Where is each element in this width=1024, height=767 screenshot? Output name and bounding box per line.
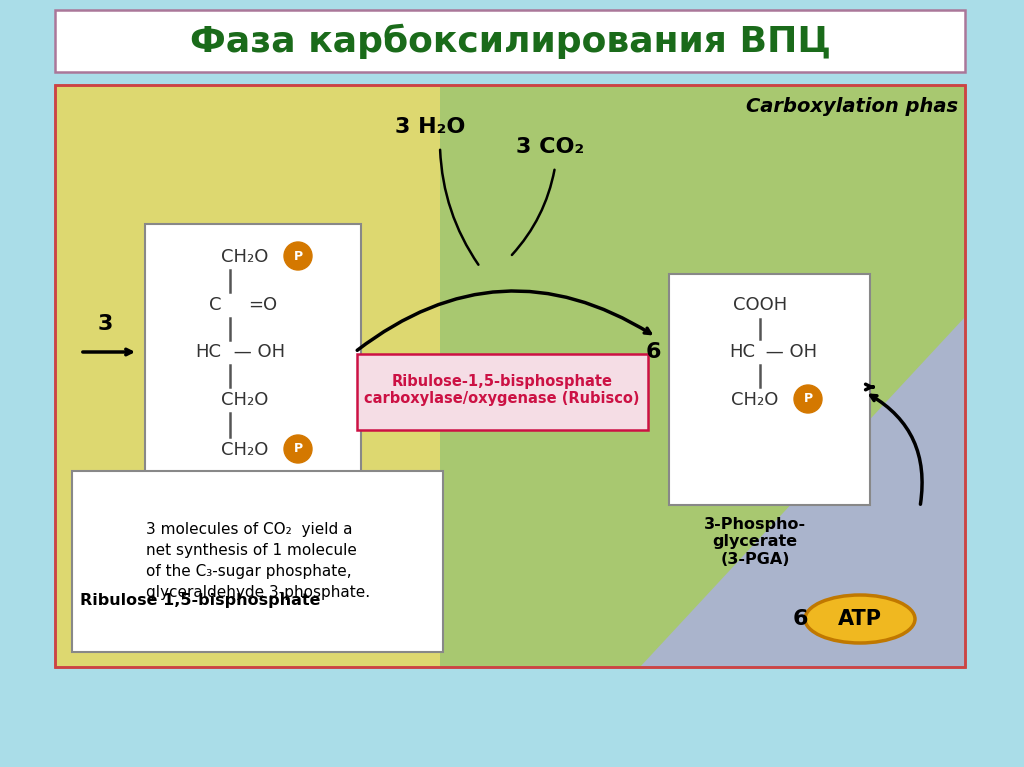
Text: C: C bbox=[209, 296, 221, 314]
Bar bbox=[55, 85, 965, 667]
Text: 3-Phospho-
glycerate
(3-PGA): 3-Phospho- glycerate (3-PGA) bbox=[703, 517, 806, 567]
Text: Ribulose 1,5-bisphosphate: Ribulose 1,5-bisphosphate bbox=[80, 593, 321, 608]
Text: COOH: COOH bbox=[733, 296, 787, 314]
Text: HC: HC bbox=[195, 343, 221, 361]
Text: Ribulose-1,5-bisphosphate
carboxylase/oxygenase (Rubisco): Ribulose-1,5-bisphosphate carboxylase/ox… bbox=[365, 374, 640, 407]
FancyBboxPatch shape bbox=[669, 274, 870, 505]
Text: — OH: — OH bbox=[228, 343, 285, 361]
Text: P: P bbox=[294, 443, 302, 456]
Circle shape bbox=[284, 242, 312, 270]
Text: Фаза карбоксилирования ВПЦ: Фаза карбоксилирования ВПЦ bbox=[189, 23, 830, 58]
Text: P: P bbox=[294, 249, 302, 262]
Circle shape bbox=[794, 385, 822, 413]
Text: CH₂O: CH₂O bbox=[221, 391, 268, 409]
Bar bbox=[55, 85, 440, 667]
Ellipse shape bbox=[805, 595, 915, 643]
Text: HC: HC bbox=[729, 343, 755, 361]
Text: 6: 6 bbox=[645, 342, 660, 362]
Text: CH₂O: CH₂O bbox=[731, 391, 778, 409]
FancyBboxPatch shape bbox=[72, 471, 443, 652]
Text: Carboxylation phas: Carboxylation phas bbox=[745, 97, 958, 117]
Text: 3: 3 bbox=[97, 314, 113, 334]
Text: 3 H₂O: 3 H₂O bbox=[395, 117, 465, 137]
FancyBboxPatch shape bbox=[55, 10, 965, 72]
Text: 3 molecules of CO₂  yield a
net synthesis of 1 molecule
of the C₃-sugar phosphat: 3 molecules of CO₂ yield a net synthesis… bbox=[146, 522, 370, 600]
FancyBboxPatch shape bbox=[145, 224, 361, 585]
Text: CH₂O: CH₂O bbox=[221, 248, 268, 266]
Text: — OH: — OH bbox=[760, 343, 817, 361]
Text: 3 CO₂: 3 CO₂ bbox=[516, 137, 584, 157]
Text: 6: 6 bbox=[793, 609, 808, 629]
Circle shape bbox=[284, 435, 312, 463]
FancyBboxPatch shape bbox=[357, 354, 648, 430]
Text: =O: =O bbox=[248, 296, 278, 314]
Polygon shape bbox=[640, 317, 965, 667]
Text: P: P bbox=[804, 393, 813, 406]
Text: ATP: ATP bbox=[838, 609, 882, 629]
Text: CH₂O: CH₂O bbox=[221, 441, 268, 459]
Bar bbox=[440, 85, 965, 667]
